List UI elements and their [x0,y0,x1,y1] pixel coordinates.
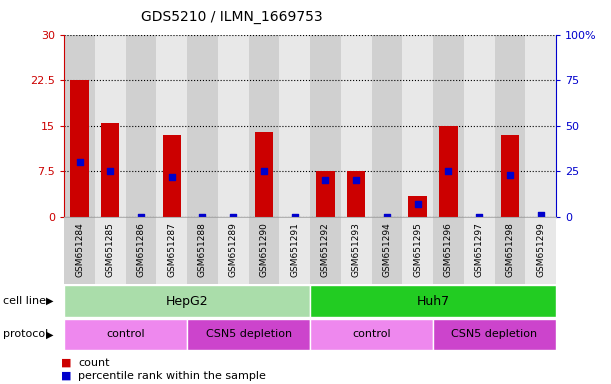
Bar [64,217,95,284]
Bar [433,35,464,217]
Text: percentile rank within the sample: percentile rank within the sample [78,371,266,381]
Bar [494,35,525,217]
Text: protocol: protocol [3,329,48,339]
Bar [187,319,310,350]
Bar [409,196,427,217]
Text: ■: ■ [61,358,71,368]
Bar [525,35,556,217]
Point [413,201,423,207]
Bar [156,217,187,284]
Point [105,168,115,174]
Bar [494,217,525,284]
Bar [187,35,218,217]
Point [136,214,146,220]
Bar [464,217,494,284]
Text: GSM651285: GSM651285 [106,222,115,277]
Bar [371,217,402,284]
Bar [525,217,556,284]
Bar [402,217,433,284]
Bar [433,217,464,284]
Text: ▶: ▶ [46,329,54,339]
Text: HepG2: HepG2 [166,295,208,308]
Bar [316,171,335,217]
Point [259,168,269,174]
Bar [70,80,89,217]
Text: Huh7: Huh7 [417,295,450,308]
Bar [156,35,187,217]
Point [444,168,453,174]
Text: GSM651288: GSM651288 [198,222,207,277]
Point [382,214,392,220]
Bar [126,35,156,217]
Bar [249,217,279,284]
Point [167,174,177,180]
Bar [95,217,126,284]
Text: GSM651299: GSM651299 [536,222,545,277]
Text: GSM651286: GSM651286 [136,222,145,277]
Bar [439,126,458,217]
Bar [218,217,249,284]
Bar [64,319,187,350]
Point [229,214,238,220]
Bar [310,285,556,317]
Text: ▶: ▶ [46,296,54,306]
Text: GSM651292: GSM651292 [321,222,330,277]
Text: CSN5 depletion: CSN5 depletion [205,329,291,339]
Bar [310,35,341,217]
Bar [500,135,519,217]
Bar [64,285,310,317]
Text: count: count [78,358,110,368]
Text: GSM651287: GSM651287 [167,222,176,277]
Text: GSM651295: GSM651295 [413,222,422,277]
Bar [187,217,218,284]
Text: GSM651291: GSM651291 [290,222,299,277]
Bar [249,35,279,217]
Text: GSM651294: GSM651294 [382,222,392,277]
Bar [341,35,371,217]
Text: GSM651290: GSM651290 [260,222,268,277]
Point [197,214,207,220]
Point [536,212,546,218]
Text: GSM651297: GSM651297 [475,222,484,277]
Point [505,172,515,178]
Text: cell line: cell line [3,296,46,306]
Point [75,159,84,166]
Bar [310,217,341,284]
Bar [402,35,433,217]
Bar [341,217,371,284]
Text: GDS5210 / ILMN_1669753: GDS5210 / ILMN_1669753 [141,10,323,23]
Point [321,177,331,184]
Text: GSM651296: GSM651296 [444,222,453,277]
Bar [310,319,433,350]
Bar [163,135,181,217]
Text: GSM651298: GSM651298 [505,222,514,277]
Point [474,214,484,220]
Text: control: control [106,329,145,339]
Bar [433,319,556,350]
Bar [371,35,402,217]
Text: ■: ■ [61,371,71,381]
Point [351,177,361,184]
Text: GSM651293: GSM651293 [352,222,360,277]
Bar [101,123,120,217]
Bar [347,171,365,217]
Text: control: control [353,329,391,339]
Bar [279,217,310,284]
Text: GSM651284: GSM651284 [75,222,84,277]
Text: GSM651289: GSM651289 [229,222,238,277]
Bar [255,132,273,217]
Bar [126,217,156,284]
Bar [95,35,126,217]
Bar [64,35,95,217]
Bar [218,35,249,217]
Bar [279,35,310,217]
Bar [464,35,494,217]
Text: CSN5 depletion: CSN5 depletion [452,329,538,339]
Point [290,214,299,220]
